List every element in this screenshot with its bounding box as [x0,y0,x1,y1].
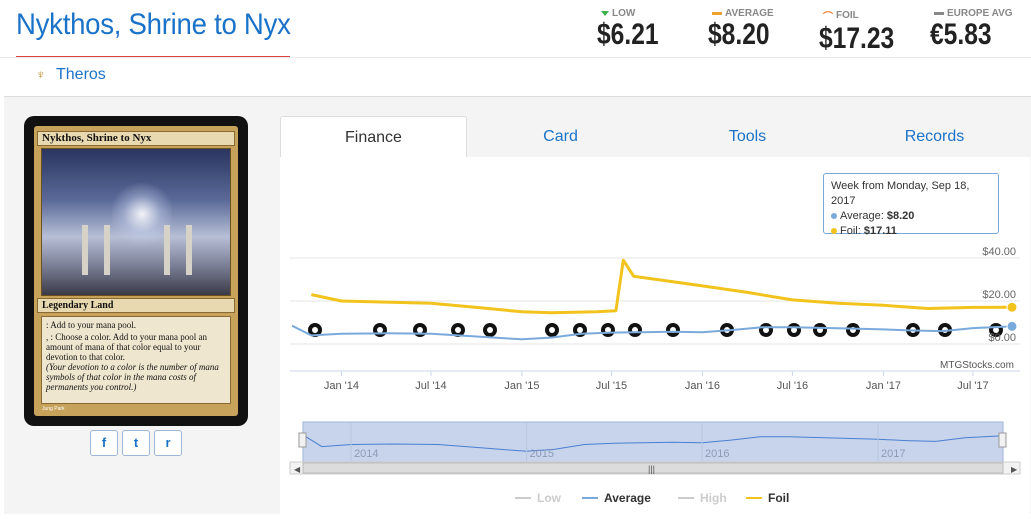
price-foil-value: $17.23 [819,22,895,55]
tooltip-average-value: $8.20 [886,210,915,222]
tab-tools[interactable]: Tools [654,116,841,158]
y-tick-label: $40.00 [982,246,1016,258]
set-symbol-dot [577,327,583,333]
facebook-share-button[interactable]: f [90,430,118,456]
price-low-label: LOW [612,8,636,19]
x-tick-label: Jul '17 [957,380,988,392]
series-line-foil [310,258,1013,315]
price-summary: LOW $6.21 AVERAGE $8.20 ⌒ FOIL $17.23 EUR… [587,8,1031,56]
navigator-handle [298,432,307,448]
set-symbol-dot [791,327,797,333]
card-art [41,148,231,296]
navigator-year-label: 2015 [530,448,554,460]
navigator-year-label: 2017 [881,448,905,460]
tab-records[interactable]: Records [841,116,1028,158]
price-average-label: AVERAGE [725,8,774,19]
price-europe: EUROPE AVG €5.83 [920,8,1031,56]
scrollbar-thumb [302,462,1004,474]
legend-item-low[interactable]: Low [537,491,562,505]
reddit-share-button[interactable]: r [154,430,182,456]
set-symbol-dot [377,327,383,333]
page-title: Nykthos, Shrine to Nyx [16,8,291,41]
price-average: AVERAGE $8.20 [698,8,809,56]
price-foil: ⌒ FOIL $17.23 [809,8,920,56]
title-underline [16,56,290,57]
foil-dot-icon [831,228,837,235]
scroll-grip-icon: ||| [648,464,655,474]
set-symbol-dot [605,327,611,333]
tooltip-header: Week from Monday, Sep 18, 2017 [831,180,970,207]
price-foil-label: FOIL [836,10,859,21]
x-tick-label: Jan '15 [504,380,539,392]
card-name: Nykthos, Shrine to Nyx [37,131,235,146]
x-tick-label: Jan '14 [324,380,359,392]
tab-finance[interactable]: Finance [280,116,467,158]
price-average-value: $8.20 [708,18,770,51]
card-type-line: Legendary Land [37,298,235,313]
price-chart[interactable]: Jan '14 Jul '14 Jan '15 Jul '15 Jan '16 Jul '… [280,157,1030,514]
set-symbol-dot [763,327,769,333]
set-name: Theros [56,66,106,83]
set-link[interactable]: ♆ Theros [36,66,106,84]
tooltip-average-label: Average: [840,210,884,222]
set-symbol-dot [487,327,493,333]
navigator-handle [998,432,1007,448]
header-divider [0,57,1031,58]
scroll-right-icon: ▶ [1011,465,1018,474]
set-symbol-dot [312,327,318,333]
x-tick-label: Jan '16 [685,380,720,392]
navigator-year-label: 2014 [354,448,378,460]
social-share: f t r [90,430,182,456]
y-tick-label: $20.00 [982,289,1016,301]
chart-credit: MTGStocks.com [940,360,1014,371]
set-symbol-dot [455,327,461,333]
price-europe-label: EUROPE AVG [947,8,1013,19]
dash-icon [712,12,722,15]
tab-card[interactable]: Card [467,116,654,158]
hover-point-average [1006,320,1018,332]
legend-item-foil[interactable]: Foil [768,491,789,505]
set-symbol-dot [549,327,555,333]
x-tick-label: Jul '14 [415,380,446,392]
card-rules-text: : Add to your mana pool. , : Choose a co… [41,316,231,404]
chart-tooltip: Week from Monday, Sep 18, 2017 Average: … [823,173,999,237]
scroll-left-icon: ◀ [294,465,301,474]
card-artist: Jung Park [42,406,65,412]
x-tick-label: Jul '16 [777,380,808,392]
x-tick-label: Jul '15 [596,380,627,392]
tooltip-foil-value: $17.11 [863,225,897,237]
navigator-series [302,434,1004,452]
tooltip-foil-label: Foil: [840,225,861,237]
navigator-year-label: 2016 [705,448,729,460]
triangle-down-icon [601,11,609,16]
price-low-value: $6.21 [597,18,659,51]
y-tick-label: $0.00 [988,332,1016,344]
average-dot-icon [831,213,837,220]
series-line-average [291,324,1013,341]
set-symbol-dot [993,327,999,333]
dash-icon [934,12,944,15]
card-image: Nykthos, Shrine to Nyx Legendary Land : … [24,116,248,426]
hover-point-foil [1006,301,1018,313]
tab-bar: Finance Card Tools Records [280,116,1030,158]
page-header: Nykthos, Shrine to Nyx ♆ Theros LOW $6.2… [0,0,1031,96]
twitter-share-button[interactable]: t [122,430,150,456]
legend-item-average[interactable]: Average [604,491,651,505]
set-symbol-dot [417,327,423,333]
price-low: LOW $6.21 [587,8,698,56]
x-tick-label: Jan '17 [866,380,901,392]
legend-item-high[interactable]: High [700,491,727,505]
theros-set-icon: ♆ [36,67,46,82]
price-europe-value: €5.83 [930,18,992,51]
foil-icon: ⌒ [823,12,833,23]
